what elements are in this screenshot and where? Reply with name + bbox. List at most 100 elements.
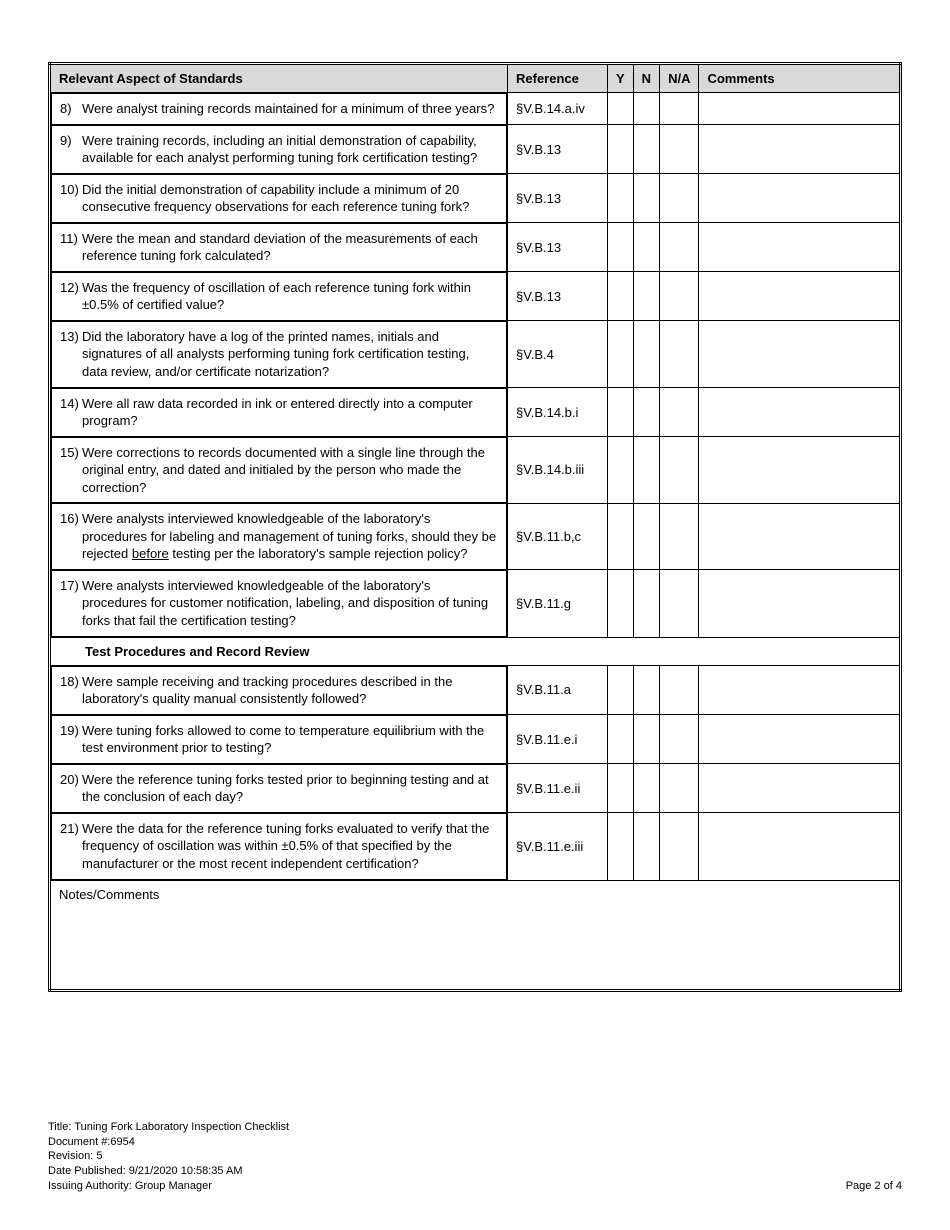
n-cell[interactable] [633,503,659,570]
question-text: Was the frequency of oscillation of each… [82,279,498,314]
y-cell[interactable] [608,321,634,388]
comments-cell[interactable] [699,174,901,223]
aspect-cell: 9)Were training records, including an in… [51,125,507,174]
table-row: 12)Was the frequency of oscillation of e… [50,272,901,321]
question-number: 9) [60,132,82,150]
aspect-cell: 10)Did the initial demonstration of capa… [51,174,507,223]
n-cell[interactable] [633,570,659,637]
reference-cell: §V.B.11.g [508,570,608,637]
comments-cell[interactable] [699,388,901,437]
comments-cell[interactable] [699,665,901,715]
y-cell[interactable] [608,813,634,880]
reference-cell: §V.B.11.e.ii [508,764,608,813]
question-text: Were tuning forks allowed to come to tem… [82,722,498,757]
y-cell[interactable] [608,223,634,272]
comments-cell[interactable] [699,715,901,764]
question-text: Were analysts interviewed knowledgeable … [82,577,498,630]
header-y: Y [608,64,634,93]
table-row: 19)Were tuning forks allowed to come to … [50,715,901,764]
header-reference: Reference [508,64,608,93]
question-number: 8) [60,100,82,118]
comments-cell[interactable] [699,813,901,880]
na-cell[interactable] [660,93,699,125]
comments-cell[interactable] [699,570,901,637]
reference-cell: §V.B.14.a.iv [508,93,608,125]
table-row: 20)Were the reference tuning forks teste… [50,764,901,813]
y-cell[interactable] [608,665,634,715]
footer-auth-value: Group Manager [135,1180,212,1192]
checklist-table: Relevant Aspect of Standards Reference Y… [48,62,902,992]
header-comments: Comments [699,64,901,93]
n-cell[interactable] [633,321,659,388]
reference-cell: §V.B.14.b.i [508,388,608,437]
comments-cell[interactable] [699,223,901,272]
reference-cell: §V.B.13 [508,125,608,174]
table-body: 8)Were analyst training records maintain… [50,93,901,991]
header-na: N/A [660,64,699,93]
question-text: Were the data for the reference tuning f… [82,820,498,873]
footer-doc: Document #:6954 [48,1135,902,1150]
y-cell[interactable] [608,125,634,174]
na-cell[interactable] [660,174,699,223]
table-row: 18)Were sample receiving and tracking pr… [50,665,901,715]
na-cell[interactable] [660,665,699,715]
na-cell[interactable] [660,813,699,880]
na-cell[interactable] [660,223,699,272]
na-cell[interactable] [660,764,699,813]
question-number: 18) [60,673,82,691]
aspect-cell: 20)Were the reference tuning forks teste… [51,764,507,813]
footer-rev: Revision: 5 [48,1149,902,1164]
comments-cell[interactable] [699,321,901,388]
table-row: 14)Were all raw data recorded in ink or … [50,388,901,437]
comments-cell[interactable] [699,125,901,174]
n-cell[interactable] [633,223,659,272]
y-cell[interactable] [608,715,634,764]
comments-cell[interactable] [699,764,901,813]
question-text: Did the laboratory have a log of the pri… [82,328,498,381]
n-cell[interactable] [633,665,659,715]
footer-rev-value: 5 [96,1150,102,1162]
reference-cell: §V.B.14.b.iii [508,437,608,504]
na-cell[interactable] [660,437,699,504]
header-n: N [633,64,659,93]
n-cell[interactable] [633,174,659,223]
y-cell[interactable] [608,272,634,321]
y-cell[interactable] [608,764,634,813]
n-cell[interactable] [633,715,659,764]
n-cell[interactable] [633,388,659,437]
n-cell[interactable] [633,813,659,880]
comments-cell[interactable] [699,272,901,321]
question-text: Were the mean and standard deviation of … [82,230,498,265]
n-cell[interactable] [633,272,659,321]
comments-cell[interactable] [699,503,901,570]
y-cell[interactable] [608,174,634,223]
na-cell[interactable] [660,715,699,764]
na-cell[interactable] [660,321,699,388]
na-cell[interactable] [660,388,699,437]
question-number: 16) [60,510,82,528]
na-cell[interactable] [660,570,699,637]
section-header-row: Test Procedures and Record Review [50,637,901,665]
table-row: 11)Were the mean and standard deviation … [50,223,901,272]
reference-cell: §V.B.13 [508,174,608,223]
aspect-cell: 11)Were the mean and standard deviation … [51,223,507,272]
n-cell[interactable] [633,437,659,504]
y-cell[interactable] [608,388,634,437]
na-cell[interactable] [660,125,699,174]
reference-cell: §V.B.11.e.i [508,715,608,764]
na-cell[interactable] [660,503,699,570]
n-cell[interactable] [633,93,659,125]
n-cell[interactable] [633,764,659,813]
y-cell[interactable] [608,437,634,504]
y-cell[interactable] [608,93,634,125]
comments-cell[interactable] [699,93,901,125]
footer-auth: Issuing Authority: Group Manager [48,1179,212,1194]
notes-cell[interactable]: Notes/Comments [50,880,901,990]
y-cell[interactable] [608,570,634,637]
comments-cell[interactable] [699,437,901,504]
na-cell[interactable] [660,272,699,321]
table-row: 9)Were training records, including an in… [50,125,901,174]
table-row: 17)Were analysts interviewed knowledgeab… [50,570,901,637]
n-cell[interactable] [633,125,659,174]
y-cell[interactable] [608,503,634,570]
